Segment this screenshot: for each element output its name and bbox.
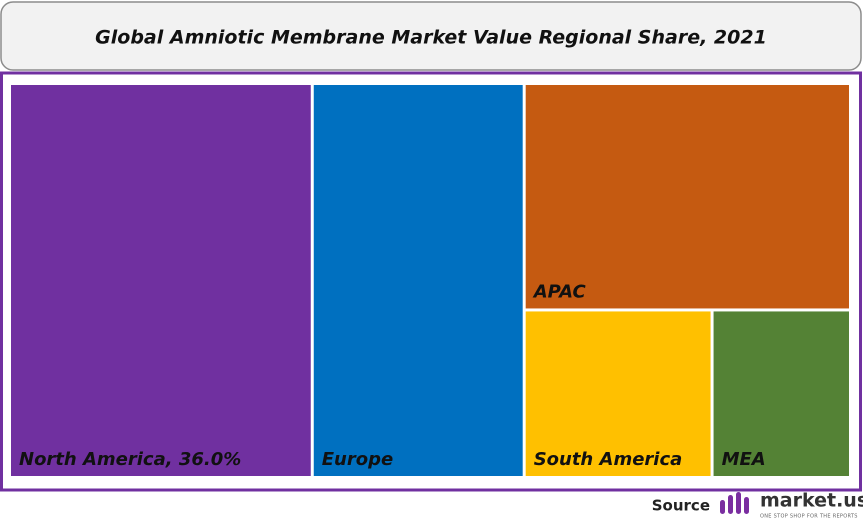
treemap-cell (11, 85, 311, 476)
treemap: North America, 36.0% Europe APAC South Amer… (11, 85, 849, 476)
treemap-cell (713, 311, 849, 476)
treemap-cell (525, 311, 711, 476)
cell-label: MEA (722, 449, 766, 470)
source-brand: market.us (760, 490, 863, 512)
source-label: Source (652, 497, 710, 515)
cell-label: South America (534, 449, 683, 470)
chart-title: Global Amniotic Membrane Market Value Re… (95, 27, 767, 49)
treemap-cell (313, 85, 523, 476)
cell-label: North America, 36.0% (19, 449, 241, 470)
logo-icon (720, 492, 749, 514)
source-tagline: ONE STOP SHOP FOR THE REPORTS (760, 514, 858, 520)
cell-label: APAC (532, 281, 587, 302)
title-box (0, 1, 862, 71)
cell-label: Europe (322, 449, 393, 470)
treemap-cell (525, 85, 849, 309)
